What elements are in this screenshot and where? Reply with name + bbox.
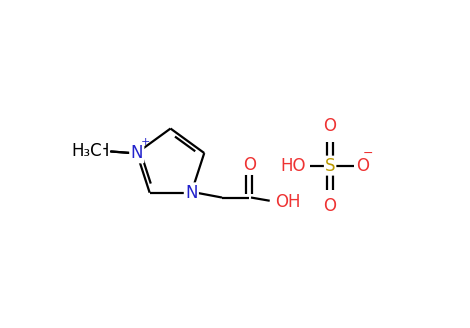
Text: −: − <box>363 147 374 160</box>
Text: H₃C: H₃C <box>71 142 102 160</box>
Text: O: O <box>324 116 337 134</box>
Text: O: O <box>356 156 369 174</box>
Text: +: + <box>141 136 150 147</box>
Text: OH: OH <box>275 194 301 211</box>
Text: N: N <box>131 144 143 162</box>
Text: O: O <box>324 197 337 215</box>
Text: H: H <box>96 142 109 160</box>
Text: HO: HO <box>280 156 306 174</box>
Text: N: N <box>185 184 197 202</box>
Text: S: S <box>325 156 336 174</box>
Text: O: O <box>243 156 256 174</box>
